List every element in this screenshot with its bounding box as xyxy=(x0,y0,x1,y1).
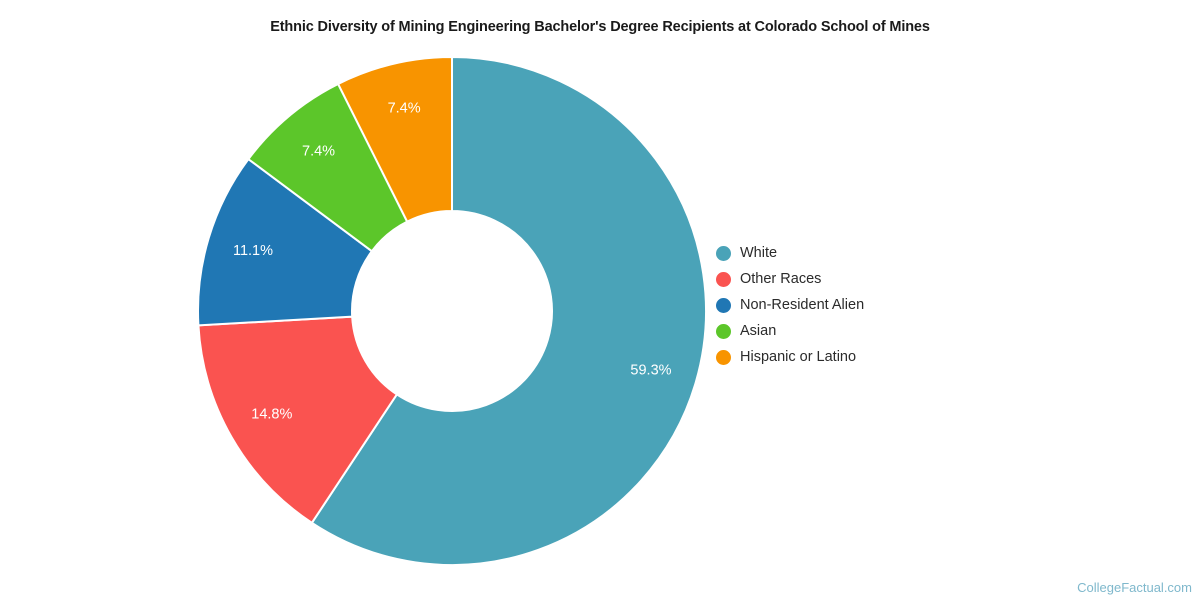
legend-swatch-icon xyxy=(716,245,731,261)
legend-item-label: Non-Resident Alien xyxy=(740,296,865,313)
legend: White Other Races Non-Resident Alien Asi… xyxy=(716,240,966,370)
slice-value-label: 7.4% xyxy=(388,101,421,117)
slice-value-label: 7.4% xyxy=(302,144,335,160)
legend-item-hispanic-or-latino[interactable]: Hispanic or Latino xyxy=(716,344,966,370)
legend-swatch-icon xyxy=(716,297,731,313)
page-title: Ethnic Diversity of Mining Engineering B… xyxy=(270,19,930,35)
legend-item-other-races[interactable]: Other Races xyxy=(716,266,966,292)
legend-swatch-icon xyxy=(716,271,731,287)
legend-swatch-icon xyxy=(716,323,731,339)
legend-item-white[interactable]: White xyxy=(716,240,966,266)
legend-item-non-resident-alien[interactable]: Non-Resident Alien xyxy=(716,292,966,318)
slice-value-label: 11.1% xyxy=(233,243,273,259)
donut-slice[interactable] xyxy=(197,315,399,525)
legend-item-label: Other Races xyxy=(740,270,822,287)
legend-item-label: Hispanic or Latino xyxy=(740,348,857,365)
legend-item-asian[interactable]: Asian xyxy=(716,318,966,344)
slice-value-label: 59.3% xyxy=(630,363,671,379)
watermark: CollegeFactual.com xyxy=(1077,580,1192,595)
donut-slice[interactable] xyxy=(336,55,453,223)
legend-swatch-icon xyxy=(716,349,731,365)
donut-slice[interactable] xyxy=(197,157,374,327)
slice-value-label: 14.8% xyxy=(251,406,292,422)
donut-slice[interactable] xyxy=(310,55,707,566)
legend-item-label: Asian xyxy=(740,322,777,339)
legend-item-label: White xyxy=(740,244,778,261)
